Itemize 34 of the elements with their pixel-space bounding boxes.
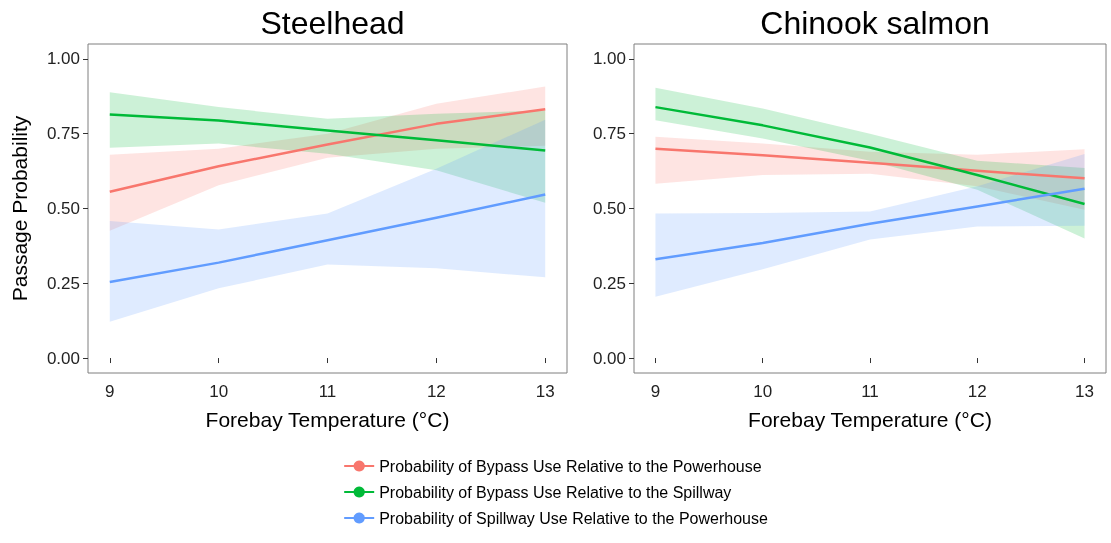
x-tick-label: 13 (1075, 382, 1095, 401)
line-series (108, 107, 547, 193)
y-tick-label: 0.25 (592, 273, 626, 293)
x-tick-label: 12 (967, 382, 987, 401)
x-tick-label: 11 (318, 382, 337, 401)
x-tick-label: 12 (426, 382, 446, 401)
x-axis-title: Forebay Temperature (°C) (748, 408, 992, 431)
line-series (654, 105, 1086, 206)
x-tick-label: 13 (535, 382, 555, 401)
legend-label: Probability of Spillway Use Relative to the Powerhouse (379, 509, 768, 527)
line-series (108, 193, 547, 284)
y-tick-label: 0.75 (592, 124, 626, 144)
y-tick-label: 0.75 (46, 124, 80, 144)
x-axis-title: Forebay Temperature (°C) (205, 408, 450, 431)
y-tick-label: 1.00 (46, 49, 80, 69)
chart-title: Steelhead (260, 5, 405, 41)
y-axis-title: Passage Probability (8, 115, 31, 302)
y-tick-label: 0.00 (592, 348, 626, 368)
x-tick-label: 10 (753, 382, 773, 401)
x-tick-label: 9 (650, 382, 661, 401)
line-series (654, 147, 1086, 180)
legend-label: Probability of Bypass Use Relative to the Spillway (379, 483, 732, 501)
chart-title: Chinook salmon (760, 5, 990, 41)
legend-label: Probability of Bypass Use Relative to the Powerhouse (379, 457, 762, 475)
y-tick-label: 0.50 (592, 199, 626, 218)
x-tick-label: 9 (105, 382, 115, 401)
y-tick-label: 1.00 (592, 49, 626, 69)
y-tick-label: 0.00 (46, 348, 80, 368)
y-tick-label: 0.25 (46, 273, 80, 293)
y-tick-label: 0.50 (46, 199, 80, 218)
x-tick-label: 11 (861, 382, 879, 401)
line-series (108, 113, 547, 152)
line-series (654, 187, 1086, 261)
x-tick-label: 10 (209, 382, 229, 401)
